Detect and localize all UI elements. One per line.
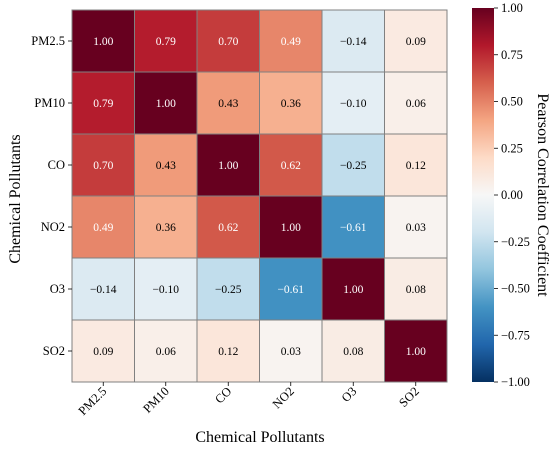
cell-value-label: −0.14 [90,284,117,296]
y-axis-title: Chemical Pollutants [7,134,24,263]
cell-value-label: 1.00 [406,346,426,358]
cell-value-label: −0.61 [277,284,304,296]
heatmap-cell-o3-pm2-5 [71,257,135,321]
cell-value-label: 0.79 [93,98,113,110]
colorbar-tick-label: 0.25 [501,141,523,155]
cell-value-label: 0.70 [218,36,238,48]
heatmap-cell-no2-pm2-5 [71,195,135,259]
y-tick-label-co: CO [48,158,65,172]
x-tick-label-co: CO [212,384,234,406]
colorbar [472,8,494,382]
cell-value-label: −0.14 [340,36,367,48]
cell-value-label: 1.00 [343,284,363,296]
heatmap-cell-pm2-5-co [196,9,260,73]
heatmap-cell-pm2-5-no2 [259,9,323,73]
heatmap-cells: 1.00 0.79 0.70 0.49 −0.14 0.09 0.79 1.00 0.43 0.3… [71,9,448,383]
cell-value-label: 0.09 [406,36,426,48]
heatmap-cell-co-so2 [384,133,448,197]
y-tick-label-so2: SO2 [43,344,65,358]
heatmap-cell-pm10-pm10 [134,71,198,135]
x-tick-label-pm2-5: PM2.5 [76,384,110,418]
colorbar-ticks: 1.00 0.75 0.50 0.25 0.00 −0.25 −0.50 −0.75 −1.00 [494,1,530,389]
cell-value-label: 0.49 [281,36,301,48]
heatmap-cell-so2-pm2-5 [71,319,135,383]
heatmap-cell-o3-so2 [384,257,448,321]
heatmap-cell-no2-so2 [384,195,448,259]
cell-value-label: 0.62 [281,160,301,172]
colorbar-tick-label: 0.50 [501,95,523,109]
cell-value-label: 0.06 [156,346,176,358]
cell-value-label: −0.25 [215,284,242,296]
cell-value-label: −0.10 [152,284,179,296]
cell-value-label: 0.03 [406,222,426,234]
cell-value-label: 0.43 [218,98,238,110]
cell-value-label: 0.62 [218,222,238,234]
heatmap-cell-pm10-no2 [259,71,323,135]
heatmap-cell-co-pm10 [134,133,198,197]
colorbar-tick-label: −0.25 [501,235,530,249]
cell-value-label: 0.36 [156,222,176,234]
cell-value-label: 0.70 [93,160,113,172]
cell-value-label: 0.43 [156,160,176,172]
cell-value-label: −0.10 [340,98,367,110]
heatmap-cell-pm2-5-pm10 [134,9,198,73]
y-tick-label-o3: O3 [50,282,65,296]
cell-value-label: 1.00 [156,98,176,110]
cell-value-label: −0.61 [340,222,367,234]
cell-value-label: 0.03 [281,346,301,358]
colorbar-title: Pearson Correlation Coefficient [534,93,550,297]
heatmap-cell-o3-o3 [321,257,385,321]
cell-value-label: 0.09 [93,346,113,358]
cell-value-label: 0.12 [218,346,238,358]
cell-value-label: −0.25 [340,160,367,172]
heatmap-cell-o3-no2 [259,257,323,321]
heatmap-cell-co-no2 [259,133,323,197]
x-tick-label-so2: SO2 [396,384,422,410]
heatmap-cell-pm2-5-so2 [384,9,448,73]
heatmap-cell-co-o3 [321,133,385,197]
cell-value-label: 0.12 [406,160,426,172]
colorbar-tick-label: −1.00 [501,375,530,389]
cell-value-label: 0.08 [406,284,426,296]
cell-value-label: 0.79 [156,36,176,48]
cell-value-label: 0.06 [406,98,426,110]
heatmap-cell-no2-pm10 [134,195,198,259]
cell-value-label: 0.49 [93,222,113,234]
heatmap-cell-so2-so2 [384,319,448,383]
colorbar-tick-label: −0.50 [501,282,530,296]
colorbar-tick-label: 1.00 [501,1,523,15]
x-tick-label-o3: O3 [339,384,360,405]
y-tick-label-no2: NO2 [41,220,65,234]
colorbar-tick-label: 0.00 [501,188,523,202]
x-axis-title: Chemical Pollutants [195,429,324,446]
heatmap-cell-o3-co [196,257,260,321]
x-tick-label-pm10: PM10 [140,384,172,416]
cell-value-label: 1.00 [218,160,238,172]
heatmap-cell-no2-co [196,195,260,259]
y-tick-label-pm10: PM10 [34,96,65,110]
colorbar-tick-label: −0.75 [501,328,530,342]
heatmap-cell-pm2-5-pm2-5 [71,9,135,73]
y-tick-label-pm2-5: PM2.5 [31,34,65,48]
colorbar-tick-label: 0.75 [501,48,523,62]
x-tick-label-no2: NO2 [270,384,297,411]
heatmap-cell-pm10-so2 [384,71,448,135]
y-axis-ticks: PM2.5 PM10 CO NO2 O3 SO2 [31,34,72,358]
cell-value-label: 0.08 [343,346,363,358]
cell-value-label: 1.00 [281,222,301,234]
cell-value-label: 1.00 [93,36,113,48]
cell-value-label: 0.36 [281,98,301,110]
heatmap-cell-no2-no2 [259,195,323,259]
heatmap-cell-no2-o3 [321,195,385,259]
x-axis-ticks: PM2.5 PM10 CO NO2 O3 SO2 [76,382,422,418]
